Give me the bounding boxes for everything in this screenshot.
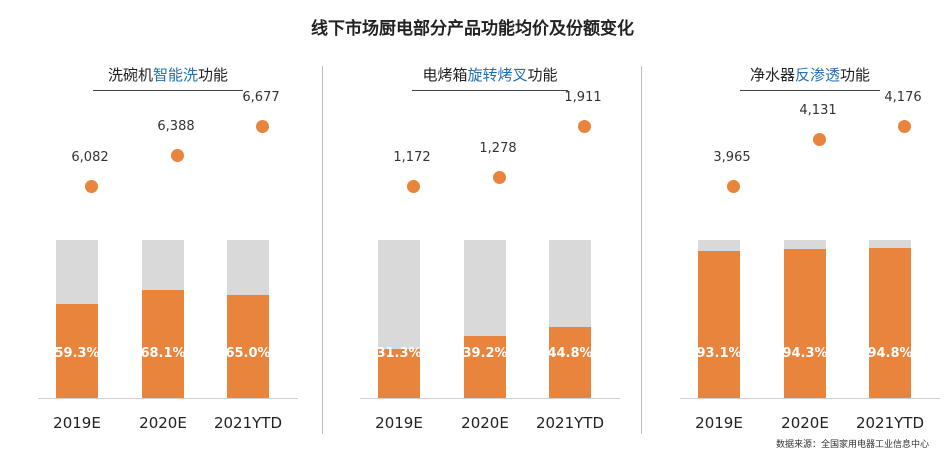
price-dot	[578, 120, 591, 133]
price-data-label: 1,911	[564, 90, 602, 105]
price-dot	[256, 120, 269, 133]
bar-share	[869, 248, 911, 398]
bar-share	[464, 336, 506, 398]
bar-share	[698, 250, 740, 398]
page-title: 线下市场厨电部分产品功能均价及份额变化	[311, 19, 634, 39]
x-tick-label: 2019E	[695, 414, 743, 432]
chart-panel: 净水器反渗透功能 93.1% 3,965 2019E 94.3% 4,131 2020E 94…	[660, 0, 945, 458]
price-dot	[493, 171, 506, 185]
share-data-label: 94.8%	[867, 346, 913, 361]
x-tick-label: 2019E	[53, 414, 101, 432]
share-data-label: 68.1%	[140, 346, 186, 361]
price-dot	[407, 180, 420, 193]
x-tick-label: 2020E	[781, 414, 829, 432]
bar-share	[142, 290, 184, 398]
bar-share	[784, 249, 826, 398]
share-data-label: 59.3%	[54, 346, 100, 361]
x-axis-line	[360, 398, 620, 399]
panel-title-prefix: 洗碗机	[107, 66, 153, 84]
bar-share	[378, 348, 420, 398]
panel-title-highlight: 智能洗	[152, 66, 198, 84]
share-data-label: 31.3%	[376, 346, 422, 361]
price-data-label: 6,677	[242, 90, 280, 105]
bar-share	[227, 295, 269, 398]
x-tick-label: 2020E	[461, 414, 509, 432]
chart-panel: 洗碗机智能洗功能 59.3% 6,082 2019E 68.1% 6,388 2020E 65…	[18, 0, 318, 458]
bar-share	[549, 327, 591, 398]
price-data-label: 4,131	[799, 102, 837, 118]
title-underline	[412, 90, 568, 91]
price-data-label: 1,172	[393, 150, 431, 165]
x-tick-label: 2020E	[139, 414, 187, 432]
title-underline	[93, 90, 243, 91]
panel-title: 净水器反渗透功能	[660, 64, 945, 85]
price-data-label: 6,082	[71, 150, 109, 165]
panel-title: 电烤箱旋转烤叉功能	[340, 64, 640, 85]
price-dot	[898, 120, 911, 133]
x-axis-line	[38, 398, 298, 399]
price-dot	[85, 180, 98, 193]
share-data-label: 39.2%	[462, 346, 508, 361]
price-dot	[813, 132, 826, 146]
panel-title-suffix: 功能	[527, 66, 558, 84]
share-data-label: 65.0%	[225, 346, 271, 361]
panel-divider	[322, 66, 323, 434]
panel-divider	[641, 66, 642, 434]
share-data-label: 94.3%	[782, 346, 828, 361]
price-data-label: 6,388	[157, 119, 195, 135]
price-data-label: 1,278	[479, 141, 517, 157]
panel-title-highlight: 反渗透	[794, 66, 840, 84]
panel-title: 洗碗机智能洗功能	[18, 64, 318, 85]
data-source-note: 数据来源：全国家用电器工业信息中心	[775, 440, 929, 450]
panel-title-suffix: 功能	[198, 66, 229, 84]
panel-title-suffix: 功能	[840, 66, 871, 84]
panel-title-prefix: 净水器	[749, 66, 795, 84]
price-dot	[171, 149, 184, 163]
title-underline	[740, 90, 880, 91]
x-tick-label: 2021YTD	[213, 414, 283, 432]
x-tick-label: 2021YTD	[535, 414, 605, 432]
chart-panel: 电烤箱旋转烤叉功能 31.3% 1,172 2019E 39.2% 1,278 2020E 4…	[340, 0, 640, 458]
x-tick-label: 2021YTD	[855, 414, 925, 432]
panel-title-highlight: 旋转烤叉	[467, 66, 528, 84]
panel-title-prefix: 电烤箱	[422, 66, 468, 84]
share-data-label: 93.1%	[696, 346, 742, 361]
x-axis-line	[680, 398, 940, 399]
price-data-label: 3,965	[713, 150, 751, 165]
price-data-label: 4,176	[884, 90, 922, 105]
price-dot	[727, 180, 740, 193]
bar-share	[56, 304, 98, 398]
x-tick-label: 2019E	[375, 414, 423, 432]
share-data-label: 44.8%	[547, 346, 593, 361]
